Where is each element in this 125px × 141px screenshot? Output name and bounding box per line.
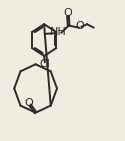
Text: NH: NH xyxy=(50,27,67,38)
Text: O: O xyxy=(76,21,85,31)
Text: O: O xyxy=(64,8,72,18)
Text: O: O xyxy=(24,98,33,108)
Text: Cl: Cl xyxy=(39,59,50,69)
